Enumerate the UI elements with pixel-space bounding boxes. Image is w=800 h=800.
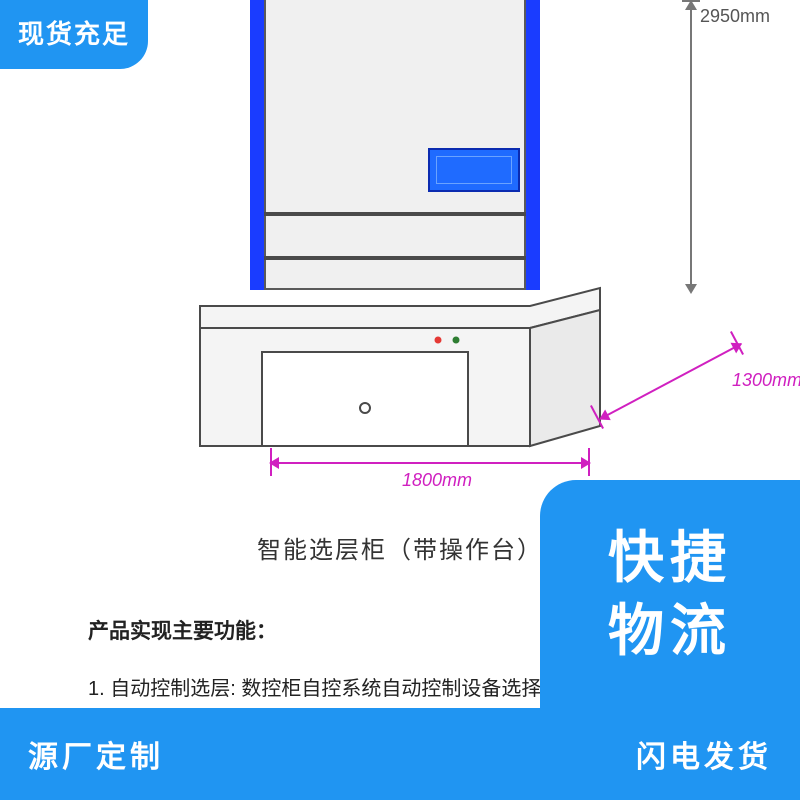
- logistics-callout: 快捷 物流: [540, 480, 800, 710]
- dim-label-depth: 1300mm: [732, 370, 800, 391]
- dim-tick: [588, 448, 590, 476]
- dim-line-height: [690, 0, 692, 292]
- callout-line: 快捷: [608, 522, 732, 595]
- cabinet-frame-right: [526, 0, 540, 290]
- stock-badge: 现货充足: [0, 0, 148, 69]
- banner-right-text: 闪电发货: [636, 732, 772, 776]
- cabinet-frame-left: [250, 0, 264, 290]
- callout-line: 物流: [608, 595, 732, 668]
- banner-left-text: 源厂定制: [28, 732, 164, 776]
- dim-label-height: 2950mm: [700, 6, 770, 27]
- control-panel: [428, 148, 520, 192]
- cabinet-face: [264, 0, 526, 290]
- cabinet-shelf: [264, 212, 526, 216]
- arrow-head-icon: [685, 0, 697, 10]
- dim-label-width: 1800mm: [402, 470, 472, 491]
- cabinet-shelf: [264, 256, 526, 260]
- bottom-banner: 源厂定制 闪电发货: [0, 708, 800, 800]
- cabinet-diagram: 2950mm 1800mm 1300mm: [130, 0, 670, 480]
- dim-tick: [270, 448, 272, 476]
- desk-base: [200, 288, 600, 446]
- cabinet-upper: [250, 0, 540, 290]
- page-root: 现货充足: [0, 0, 800, 800]
- dim-arrow-width: [270, 462, 590, 464]
- dim-arrow-depth: [600, 343, 742, 420]
- arrow-head-icon: [685, 284, 697, 294]
